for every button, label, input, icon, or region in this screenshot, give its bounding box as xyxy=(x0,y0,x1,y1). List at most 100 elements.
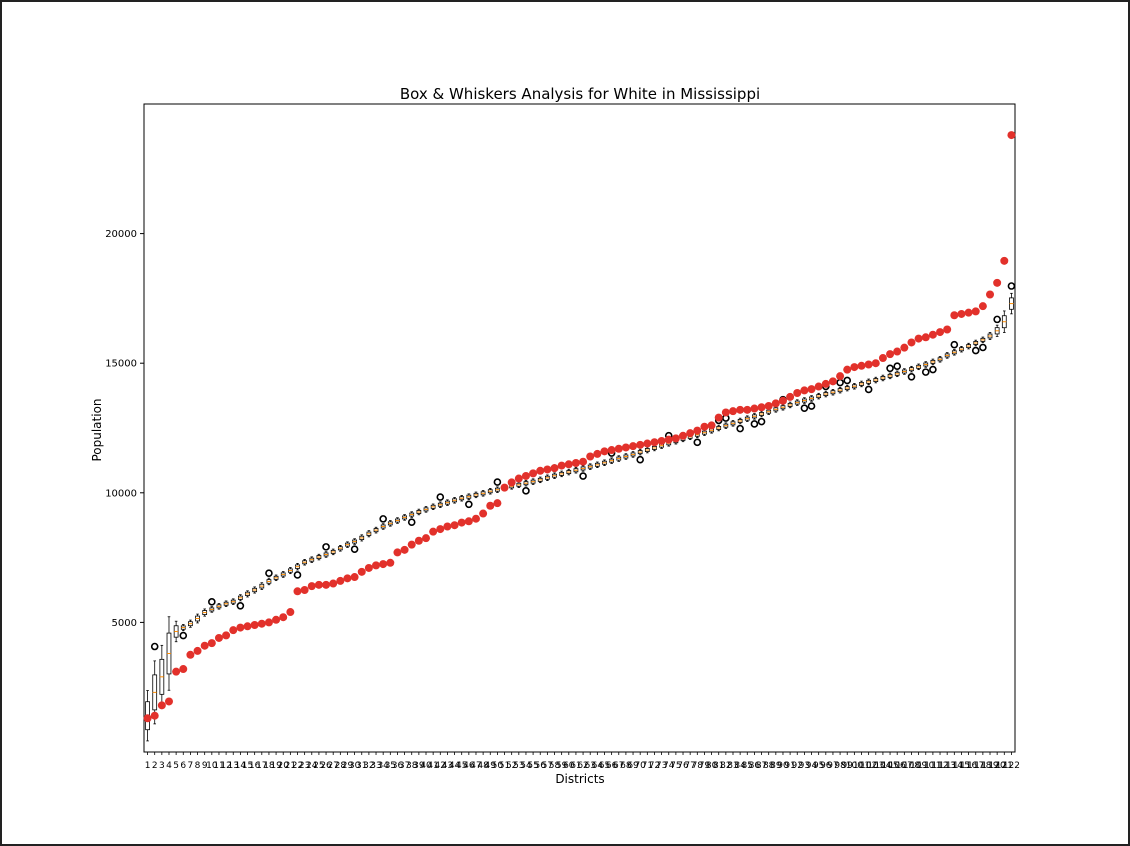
x-tick-label: 109 xyxy=(910,761,927,771)
district-box-116 xyxy=(966,342,971,350)
district-box-117 xyxy=(971,339,980,355)
x-tick-label: 102 xyxy=(860,761,877,771)
mean-point-15 xyxy=(243,622,252,631)
outlier-point xyxy=(843,376,852,385)
x-tick-label: 14 xyxy=(235,761,247,771)
x-tick-label: 115 xyxy=(953,761,970,771)
district-box-82 xyxy=(722,414,730,429)
outlier-point xyxy=(807,402,816,410)
x-tick-label: 33 xyxy=(370,761,381,771)
outlier-point xyxy=(921,368,930,376)
x-tick-label: 48 xyxy=(477,761,489,771)
x-tick-label: 34 xyxy=(377,761,389,771)
district-box-50 xyxy=(493,478,502,493)
mean-point-49 xyxy=(486,501,495,510)
outlier-point xyxy=(436,493,445,501)
x-tick-label: 112 xyxy=(931,761,948,771)
x-tick-label: 47 xyxy=(470,761,481,771)
x-tick-label: 84 xyxy=(734,761,746,771)
district-box-40 xyxy=(423,506,429,513)
district-box-45 xyxy=(459,495,465,502)
outlier-point xyxy=(693,438,702,447)
x-tick-label: 110 xyxy=(917,761,934,771)
mean-point-33 xyxy=(372,561,381,570)
x-tick-label: 43 xyxy=(442,761,453,771)
outlier-point xyxy=(979,343,987,352)
district-box-98 xyxy=(836,378,844,394)
x-tick-label: 74 xyxy=(663,761,675,771)
mean-point-72 xyxy=(650,438,659,447)
mean-point-118 xyxy=(978,302,987,311)
district-box-10 xyxy=(208,598,216,613)
district-box-35 xyxy=(387,520,393,527)
x-tick-label: 66 xyxy=(606,761,618,771)
district-box-85 xyxy=(744,415,750,422)
district-box-66 xyxy=(607,449,616,464)
district-box-49 xyxy=(487,488,493,495)
district-box-8 xyxy=(195,613,200,624)
district-box-97 xyxy=(830,389,836,396)
district-box-23 xyxy=(302,559,307,566)
x-tick-label: 71 xyxy=(642,761,653,771)
mean-point-92 xyxy=(793,389,802,398)
x-tick-label: 15 xyxy=(242,761,253,771)
x-tick-label: 70 xyxy=(634,761,646,771)
district-box-102 xyxy=(864,378,873,394)
outlier-point xyxy=(736,424,744,433)
chart-title: Box & Whiskers Analysis for White in Mis… xyxy=(400,85,760,103)
x-tick-label: 122 xyxy=(1003,761,1020,771)
mean-point-34 xyxy=(379,560,388,569)
outlier-point xyxy=(907,372,916,381)
district-box-14 xyxy=(236,594,245,610)
x-tick-label: 44 xyxy=(449,761,461,771)
district-box-101 xyxy=(859,380,864,388)
outlier-point xyxy=(1007,282,1016,290)
district-box-17 xyxy=(259,582,265,590)
district-box-24 xyxy=(309,556,315,563)
district-box-119 xyxy=(987,331,993,340)
outlier-point xyxy=(379,515,387,523)
x-tick-label: 51 xyxy=(499,761,510,771)
mean-point-99 xyxy=(843,365,852,374)
district-box-9 xyxy=(202,608,208,617)
x-tick-label: 63 xyxy=(584,761,595,771)
mean-point-41 xyxy=(429,527,438,536)
district-box-41 xyxy=(430,503,436,510)
district-box-100 xyxy=(852,383,857,390)
x-tick-label: 114 xyxy=(946,761,963,771)
district-box-91 xyxy=(787,401,793,409)
x-tick-label: 73 xyxy=(656,761,667,771)
mean-point-80 xyxy=(707,421,716,430)
district-box-120 xyxy=(993,315,1001,337)
mean-point-35 xyxy=(386,558,395,567)
district-box-114 xyxy=(950,340,959,356)
x-tick-label: 78 xyxy=(692,761,704,771)
mean-point-107 xyxy=(900,343,909,352)
district-box-118 xyxy=(979,336,987,352)
mean-point-31 xyxy=(357,567,366,576)
mean-point-119 xyxy=(986,290,995,299)
x-tick-label: 55 xyxy=(527,761,538,771)
x-tick-label: 19 xyxy=(270,761,282,771)
district-box-112 xyxy=(937,356,943,363)
x-tick-label: 65 xyxy=(599,761,610,771)
mean-point-48 xyxy=(479,509,488,518)
mean-point-24 xyxy=(307,582,316,591)
district-box-93 xyxy=(800,397,809,412)
mean-point-9 xyxy=(200,641,209,650)
x-tick-label: 113 xyxy=(939,761,956,771)
district-box-26 xyxy=(322,543,330,558)
mean-point-91 xyxy=(786,392,795,401)
district-box-108 xyxy=(907,365,916,381)
x-tick-label: 57 xyxy=(542,761,553,771)
district-box-19 xyxy=(273,574,279,582)
district-box-30 xyxy=(350,538,359,553)
mean-point-94 xyxy=(807,385,816,394)
mean-point-79 xyxy=(700,422,709,431)
district-box-95 xyxy=(816,392,822,400)
outlier-point xyxy=(179,631,188,640)
district-box-103 xyxy=(873,376,879,384)
x-tick-label: 50 xyxy=(492,761,504,771)
x-tick-label: 59 xyxy=(556,761,568,771)
x-tick-label: 69 xyxy=(627,761,639,771)
